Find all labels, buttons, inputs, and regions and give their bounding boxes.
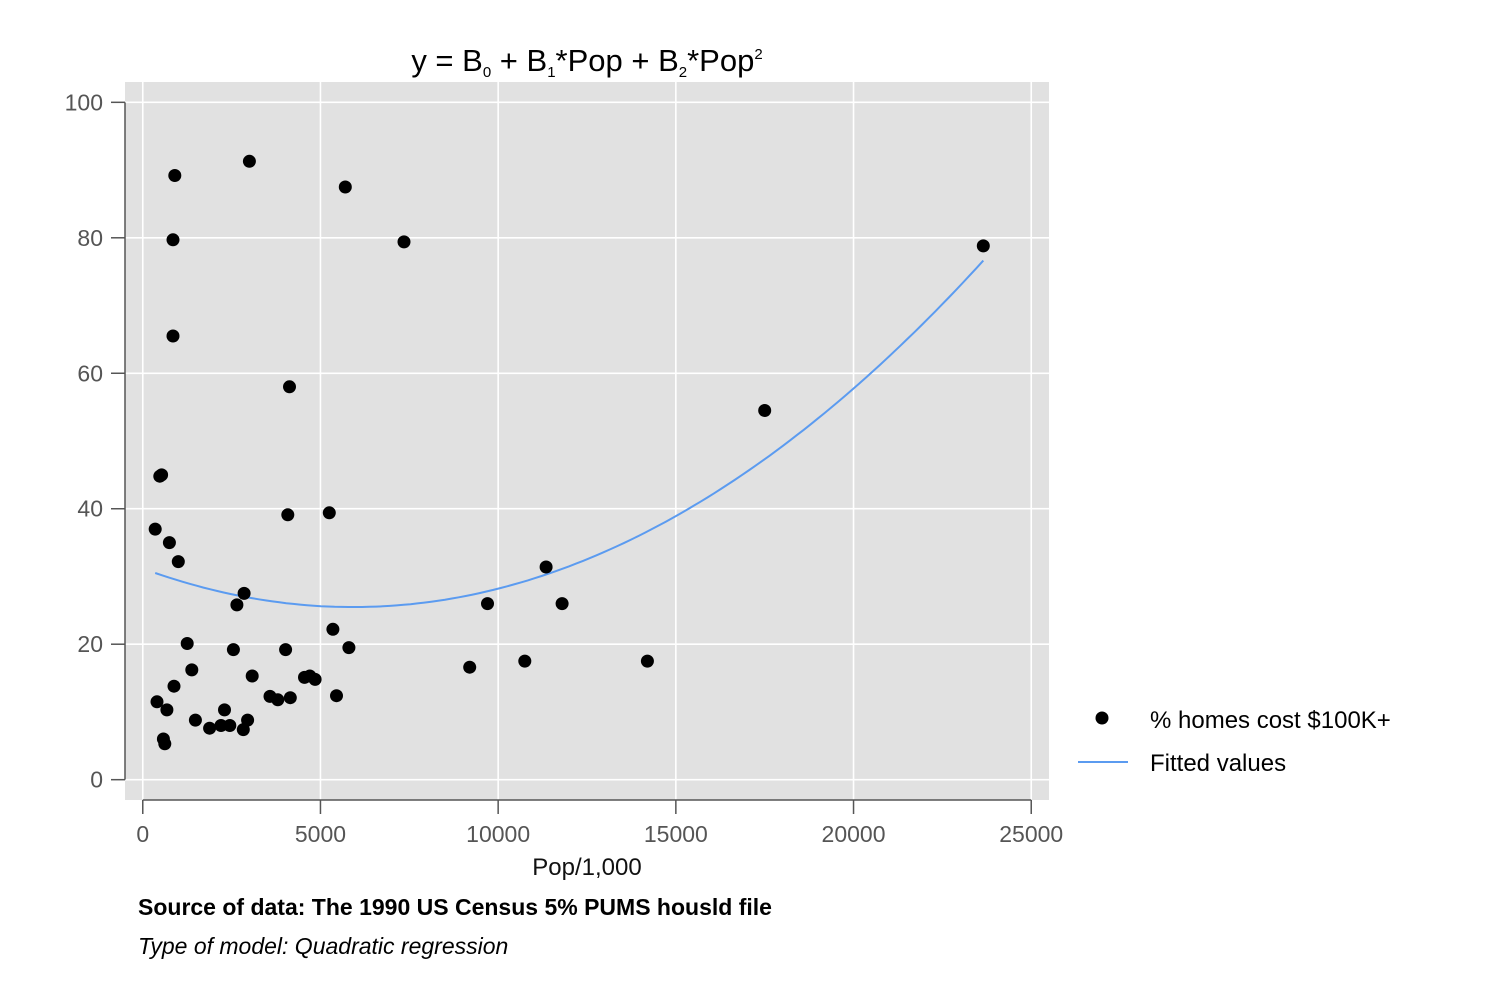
data-point (218, 703, 231, 717)
data-point (555, 597, 569, 611)
data-point (342, 641, 356, 655)
scatter-chart: 0 20 40 60 80 100 0 5000 10000 15000 20000 25000 y… (65, 43, 1391, 880)
x-tick-label: 25000 (999, 821, 1063, 847)
data-point (185, 663, 199, 677)
data-point (518, 654, 532, 668)
data-point (338, 180, 352, 194)
data-point (188, 713, 202, 727)
data-point (758, 404, 772, 417)
legend: % homes cost $100K+ Fitted values (1078, 707, 1391, 777)
fitted-values-line (154, 259, 985, 608)
y-tick-label: 80 (77, 225, 103, 251)
data-point (308, 672, 322, 686)
source-note: Source of data: The 1990 US Census 5% PU… (138, 894, 772, 920)
data-point (271, 693, 285, 707)
model-note: Type of model: Quadratic regression (138, 933, 509, 959)
legend-marker-points (1095, 711, 1109, 725)
data-point (237, 586, 251, 600)
plot-background (125, 82, 1049, 800)
fitted-line-layer (154, 259, 985, 608)
data-point (168, 169, 182, 182)
data-point (326, 622, 340, 636)
x-tick-label: 10000 (466, 821, 530, 847)
data-point (281, 508, 295, 522)
y-tick-label: 60 (77, 360, 103, 386)
data-point (148, 522, 162, 536)
data-point (203, 721, 217, 735)
x-tick-label: 15000 (644, 821, 708, 847)
x-axis-title: Pop/1,000 (532, 854, 641, 880)
y-axis: 0 20 40 60 80 100 (65, 89, 126, 793)
data-point (279, 643, 293, 657)
data-point (160, 703, 174, 717)
legend-label-points: % homes cost $100K+ (1150, 707, 1391, 734)
data-point (397, 235, 411, 249)
data-point (976, 239, 990, 253)
data-point (230, 598, 244, 612)
x-tick-label: 20000 (822, 821, 886, 847)
data-point (155, 468, 169, 482)
data-point (171, 555, 185, 569)
data-point (322, 506, 336, 520)
y-tick-label: 20 (77, 631, 103, 657)
data-point (166, 233, 180, 247)
legend-label-fitted: Fitted values (1150, 750, 1286, 777)
y-tick-label: 100 (65, 89, 103, 115)
data-point (180, 637, 194, 650)
data-point (245, 669, 259, 683)
data-point (166, 329, 180, 343)
data-point (162, 536, 176, 550)
chart-title: y = B0 + B1*Pop + B2*Pop2 (411, 43, 762, 81)
x-tick-label: 0 (136, 821, 149, 847)
data-point (481, 597, 494, 611)
data-point (330, 689, 343, 703)
x-axis: 0 5000 10000 15000 20000 25000 (136, 799, 1063, 847)
data-point (226, 643, 240, 657)
data-point (640, 654, 654, 668)
data-point (242, 154, 256, 168)
data-point (283, 691, 297, 705)
scatter-points-layer (148, 154, 990, 751)
x-tick-label: 5000 (295, 821, 346, 847)
data-point (463, 660, 477, 674)
grid-lines (125, 82, 1049, 800)
data-point (539, 560, 553, 574)
data-point (241, 713, 255, 727)
y-tick-label: 40 (77, 496, 103, 522)
data-point (167, 679, 181, 693)
data-point (158, 737, 172, 751)
data-point (223, 719, 237, 732)
data-point (283, 380, 296, 394)
data-point (150, 695, 164, 709)
y-tick-label: 0 (90, 767, 103, 793)
